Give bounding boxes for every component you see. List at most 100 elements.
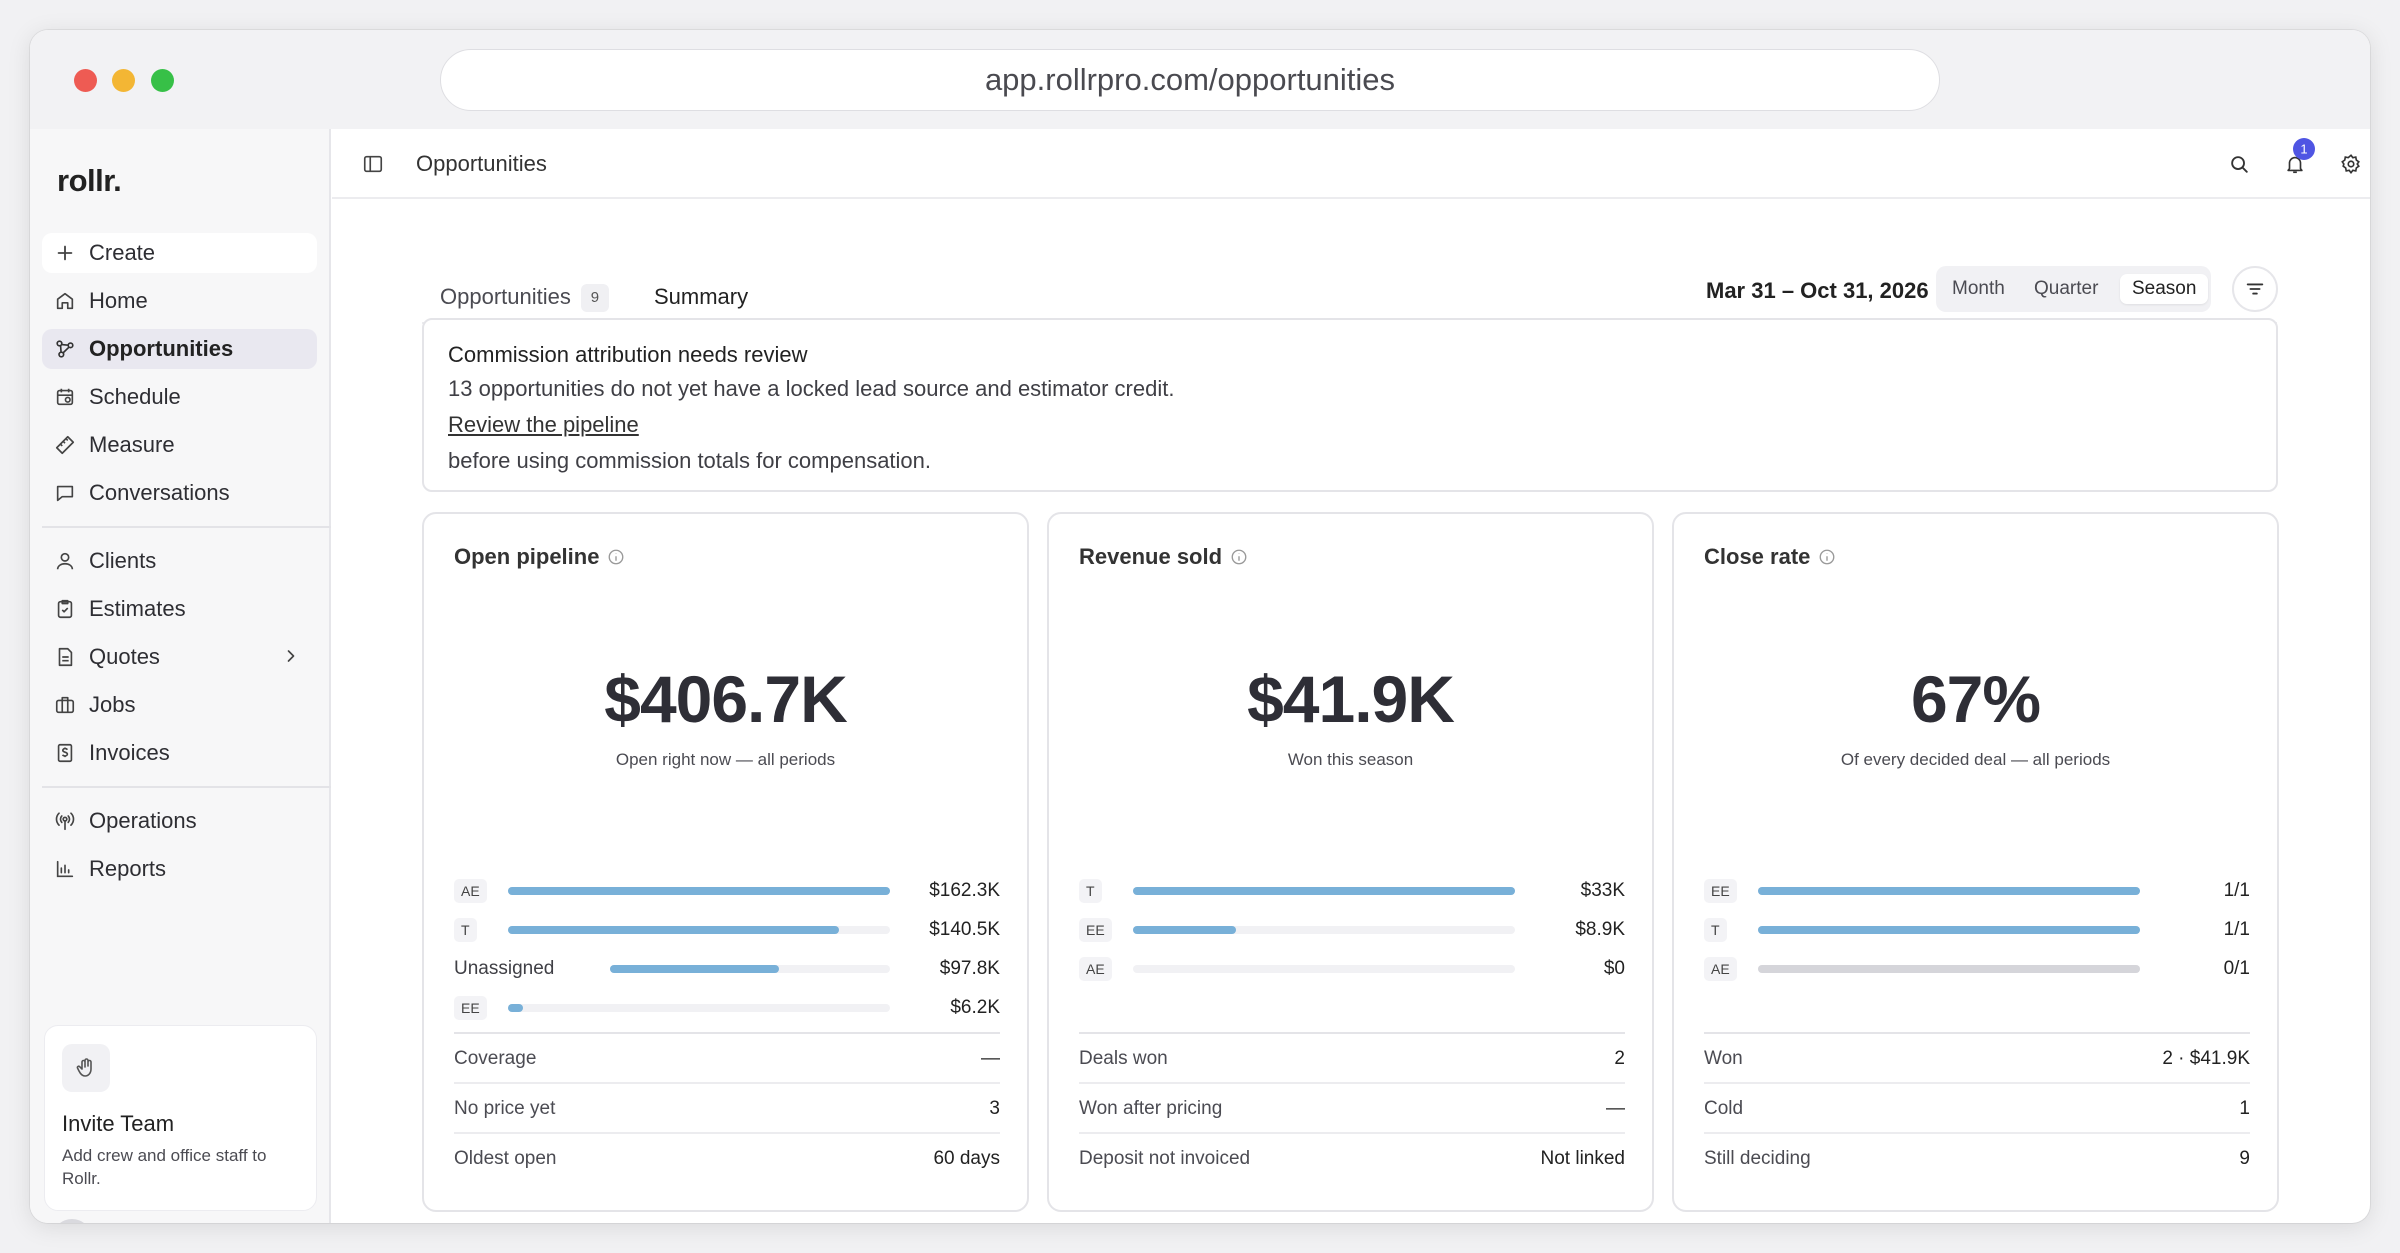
stat-row: Still deciding 9 [1704, 1134, 2250, 1184]
chevron-right-icon[interactable] [281, 646, 301, 666]
sidebar-item-label: Reports [89, 856, 167, 881]
search-icon[interactable] [2228, 153, 2250, 175]
minimize-window-button[interactable] [112, 69, 135, 92]
bar-value: 0/1 [2223, 958, 2250, 979]
card-stats: Deals won 2 Won after pricing — Deposit no… [1079, 1032, 1625, 1184]
invite-description: Add crew and office staff to Rollr. [62, 1146, 267, 1188]
invoice-icon [57, 743, 73, 763]
sidebar-item-conversations[interactable]: Conversations [42, 473, 317, 513]
maximize-window-button[interactable] [151, 69, 174, 92]
stat-label: Won [1704, 1048, 1743, 1069]
browser-window: app.rollrpro.com/opportunities rollr. Cr… [30, 30, 2370, 1223]
sidebar-item-estimates[interactable]: Estimates [42, 589, 317, 629]
card-title: Close rate [1704, 544, 1836, 570]
period-quarter-option[interactable]: Quarter [2034, 278, 2099, 299]
bar-value: $33K [1580, 880, 1625, 901]
user-avatar[interactable] [52, 1219, 92, 1223]
bell-icon[interactable] [2284, 153, 2306, 175]
sidebar: rollr. Create Home Opportunities Schedul… [30, 129, 331, 1223]
bar-row: T $140.5K [454, 917, 1000, 943]
bar-track [508, 926, 890, 934]
bar-fill [610, 965, 779, 973]
period-season-option[interactable]: Season [2120, 274, 2209, 304]
sidebar-item-label: Clients [89, 548, 157, 573]
card-title-text: Open pipeline [454, 544, 600, 569]
card-caption: Open right now — all periods [615, 750, 836, 769]
sidebar-divider [42, 786, 331, 788]
broadcast-icon [55, 812, 75, 831]
info-icon[interactable] [607, 548, 625, 566]
stat-row: Coverage — [454, 1034, 1000, 1084]
app-logo[interactable]: rollr. [57, 163, 122, 198]
period-month-option[interactable]: Month [1952, 278, 2005, 299]
info-icon[interactable] [1230, 548, 1248, 566]
bar-track [1133, 926, 1515, 934]
bar-label: EE [1079, 918, 1112, 942]
alert-suffix: before using commission totals for compe… [448, 448, 932, 473]
review-pipeline-link[interactable]: Review the pipeline [448, 412, 639, 437]
sidebar-item-schedule[interactable]: Schedule [42, 377, 317, 417]
bar-track [610, 965, 890, 973]
stat-label: Coverage [454, 1048, 537, 1069]
bar-track [1133, 887, 1515, 895]
user-icon [56, 552, 74, 570]
bar-fill [1758, 965, 2140, 973]
bar-value: $0 [1603, 958, 1625, 979]
stat-row: Won after pricing — [1079, 1084, 1625, 1134]
sidebar-item-label: Quotes [89, 644, 160, 669]
tab-count-badge: 9 [580, 284, 609, 312]
invite-icon-wrap [62, 1044, 110, 1092]
sidebar-item-label: Invoices [89, 740, 170, 765]
info-icon[interactable] [1818, 548, 1836, 566]
sidebar-item-opportunities[interactable]: Opportunities [42, 329, 317, 369]
stat-value: 2 [1614, 1048, 1625, 1069]
bar-track [1758, 887, 2140, 895]
address-bar[interactable]: app.rollrpro.com/opportunities [440, 49, 1940, 111]
sidebar-item-label: Operations [89, 808, 197, 833]
invite-title: Invite Team [62, 1111, 175, 1136]
tab-opportunities[interactable]: Opportunities 9 [440, 284, 609, 324]
bar-track [1758, 965, 2140, 973]
sidebar-item-quotes[interactable]: Quotes [42, 637, 317, 677]
sidebar-item-home[interactable]: Home [42, 281, 317, 321]
bar-label: EE [454, 996, 487, 1020]
bar-value: 1/1 [2223, 880, 2250, 901]
invite-team-card[interactable]: Invite Team Add crew and office staff to… [44, 1025, 317, 1211]
bar-row: T $33K [1079, 878, 1625, 904]
sidebar-item-invoices[interactable]: Invoices [42, 733, 317, 773]
date-range[interactable]: Mar 31 – Oct 31, 2026 [1706, 278, 1929, 303]
sidebar-item-operations[interactable]: Operations [42, 801, 317, 841]
bar-row: EE $8.9K [1079, 917, 1625, 943]
browser-chrome: app.rollrpro.com/opportunities [30, 30, 2370, 129]
notification-badge: 1 [2293, 138, 2315, 160]
stat-row: No price yet 3 [454, 1084, 1000, 1134]
gear-icon[interactable] [2340, 153, 2362, 175]
bar-track [508, 887, 890, 895]
stat-label: Deposit not invoiced [1079, 1148, 1251, 1169]
stat-label: No price yet [454, 1098, 556, 1119]
close-window-button[interactable] [74, 69, 97, 92]
sidebar-item-reports[interactable]: Reports [42, 849, 317, 889]
card-title: Open pipeline [454, 544, 625, 570]
alert-title: Commission attribution needs review [448, 342, 808, 367]
bar-label: T [1079, 879, 1102, 903]
sidebar-item-jobs[interactable]: Jobs [42, 685, 317, 725]
plus-icon [57, 245, 73, 261]
filter-button[interactable] [2232, 266, 2278, 312]
sidebar-item-label: Conversations [89, 480, 230, 505]
stat-value: 2 · $41.9K [2162, 1048, 2250, 1069]
sidebar-item-measure[interactable]: Measure [42, 425, 317, 465]
sidebar-toggle-icon[interactable] [362, 153, 384, 175]
clipboard-icon [57, 599, 73, 619]
close-rate-card: Close rate 67% Of every decided deal — a… [1672, 512, 2279, 1212]
sidebar-item-label: Measure [89, 432, 175, 457]
sidebar-item-clients[interactable]: Clients [42, 541, 317, 581]
bar-label: T [1704, 918, 1727, 942]
bar-label: AE [1704, 957, 1737, 981]
period-selector: Month Quarter Season [1936, 266, 2211, 312]
card-value: $41.9K [1247, 662, 1455, 736]
bar-label: AE [1079, 957, 1112, 981]
notification-count: 1 [2300, 142, 2307, 157]
sidebar-item-label: Schedule [89, 384, 181, 409]
sidebar-item-create[interactable]: Create [42, 233, 317, 273]
